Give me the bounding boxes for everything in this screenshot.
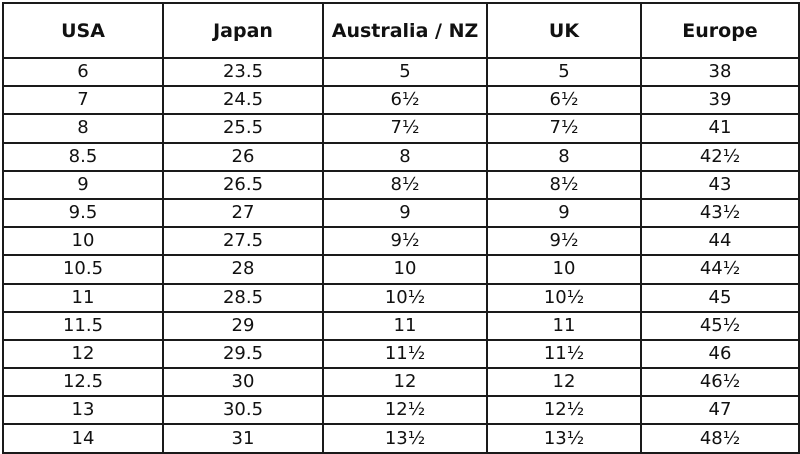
column-header: UK (486, 2, 642, 59)
table-cell: 8½ (322, 169, 488, 200)
table-row: 12 29.5 11½ 11½ 46 (2, 338, 800, 370)
table-cell: 10½ (486, 282, 642, 313)
table-cell: 13½ (486, 423, 642, 454)
table-border-fragment (2, 450, 4, 453)
table-cell: 44½ (640, 254, 800, 285)
table-cell: 7 (2, 85, 164, 116)
table-cell: 10.5 (2, 254, 164, 285)
table-cell: 45 (640, 282, 800, 313)
table-cell: 10 (322, 254, 488, 285)
table-cell: 23.5 (162, 56, 324, 88)
table-row: 10 27.5 9½ 9½ 44 (2, 226, 800, 257)
table-cell: 6½ (322, 85, 488, 116)
table-cell: 31 (162, 423, 324, 454)
table-cell: 9 (322, 197, 488, 229)
table-cell: 12 (2, 338, 164, 370)
table-cell: 48½ (640, 423, 800, 454)
table-cell: 11 (2, 282, 164, 313)
table-cell: 13½ (322, 423, 488, 454)
table-cell: 12.5 (2, 367, 164, 398)
table-cell: 45½ (640, 310, 800, 341)
table-cell: 11½ (486, 338, 642, 370)
table-cell: 44 (640, 226, 800, 257)
table-row: 6 23.5 5 5 38 (2, 56, 800, 88)
table-cell: 10½ (322, 282, 488, 313)
table-cell: 12½ (322, 395, 488, 426)
table-cell: 5 (322, 56, 488, 88)
table-cell: 12½ (486, 395, 642, 426)
table-cell: 38 (640, 56, 800, 88)
table-cell: 7½ (486, 113, 642, 144)
table-cell: 12 (486, 367, 642, 398)
table-cell: 11 (486, 310, 642, 341)
table-cell: 6 (2, 56, 164, 88)
table-row: 9 26.5 8½ 8½ 43 (2, 169, 800, 200)
table-cell: 46½ (640, 367, 800, 398)
table-cell: 27.5 (162, 226, 324, 257)
table-cell: 43 (640, 169, 800, 200)
table-cell: 30.5 (162, 395, 324, 426)
table-cell: 8½ (486, 169, 642, 200)
table-cell: 26 (162, 141, 324, 172)
table-row: 8.5 26 8 8 42½ (2, 141, 800, 172)
table-cell: 8.5 (2, 141, 164, 172)
table-cell: 11 (322, 310, 488, 341)
table-cell: 9 (486, 197, 642, 229)
table-cell: 6½ (486, 85, 642, 116)
column-header: Japan (162, 2, 324, 59)
table-cell: 11.5 (2, 310, 164, 341)
table-cell: 10 (2, 226, 164, 257)
table-cell: 28.5 (162, 282, 324, 313)
table-row: 7 24.5 6½ 6½ 39 (2, 85, 800, 116)
table-cell: 26.5 (162, 169, 324, 200)
table-cell: 9.5 (2, 197, 164, 229)
column-header: Europe (640, 2, 800, 59)
table-cell: 8 (486, 141, 642, 172)
table-cell: 12 (322, 367, 488, 398)
table-cell: 5 (486, 56, 642, 88)
table-cell: 46 (640, 338, 800, 370)
header-row: USA Japan Australia / NZ UK Europe (2, 2, 800, 59)
table-row: 13 30.5 12½ 12½ 47 (2, 395, 800, 426)
table-row: 10.5 28 10 10 44½ (2, 254, 800, 285)
table-row: 14 31 13½ 13½ 48½ (2, 423, 800, 454)
table-cell: 39 (640, 85, 800, 116)
table-cell: 8 (322, 141, 488, 172)
table-cell: 30 (162, 367, 324, 398)
table-cell: 9½ (322, 226, 488, 257)
table-row: 11.5 29 11 11 45½ (2, 310, 800, 341)
table-row: 12.5 30 12 12 46½ (2, 367, 800, 398)
table-cell: 11½ (322, 338, 488, 370)
table-cell: 29.5 (162, 338, 324, 370)
table-row: 11 28.5 10½ 10½ 45 (2, 282, 800, 313)
table-row: 9.5 27 9 9 43½ (2, 197, 800, 229)
table-cell: 9½ (486, 226, 642, 257)
table-cell: 8 (2, 113, 164, 144)
table-cell: 7½ (322, 113, 488, 144)
table-cell: 47 (640, 395, 800, 426)
table-cell: 43½ (640, 197, 800, 229)
table-row: 8 25.5 7½ 7½ 41 (2, 113, 800, 144)
table-cell: 29 (162, 310, 324, 341)
table-cell: 28 (162, 254, 324, 285)
table-cell: 24.5 (162, 85, 324, 116)
column-header: Australia / NZ (322, 2, 488, 59)
table-cell: 42½ (640, 141, 800, 172)
table-cell: 27 (162, 197, 324, 229)
table-cell: 25.5 (162, 113, 324, 144)
table-cell: 10 (486, 254, 642, 285)
table-cell: 13 (2, 395, 164, 426)
column-header: USA (2, 2, 164, 59)
table-cell: 9 (2, 169, 164, 200)
table-cell: 41 (640, 113, 800, 144)
table-cell: 14 (2, 423, 164, 454)
